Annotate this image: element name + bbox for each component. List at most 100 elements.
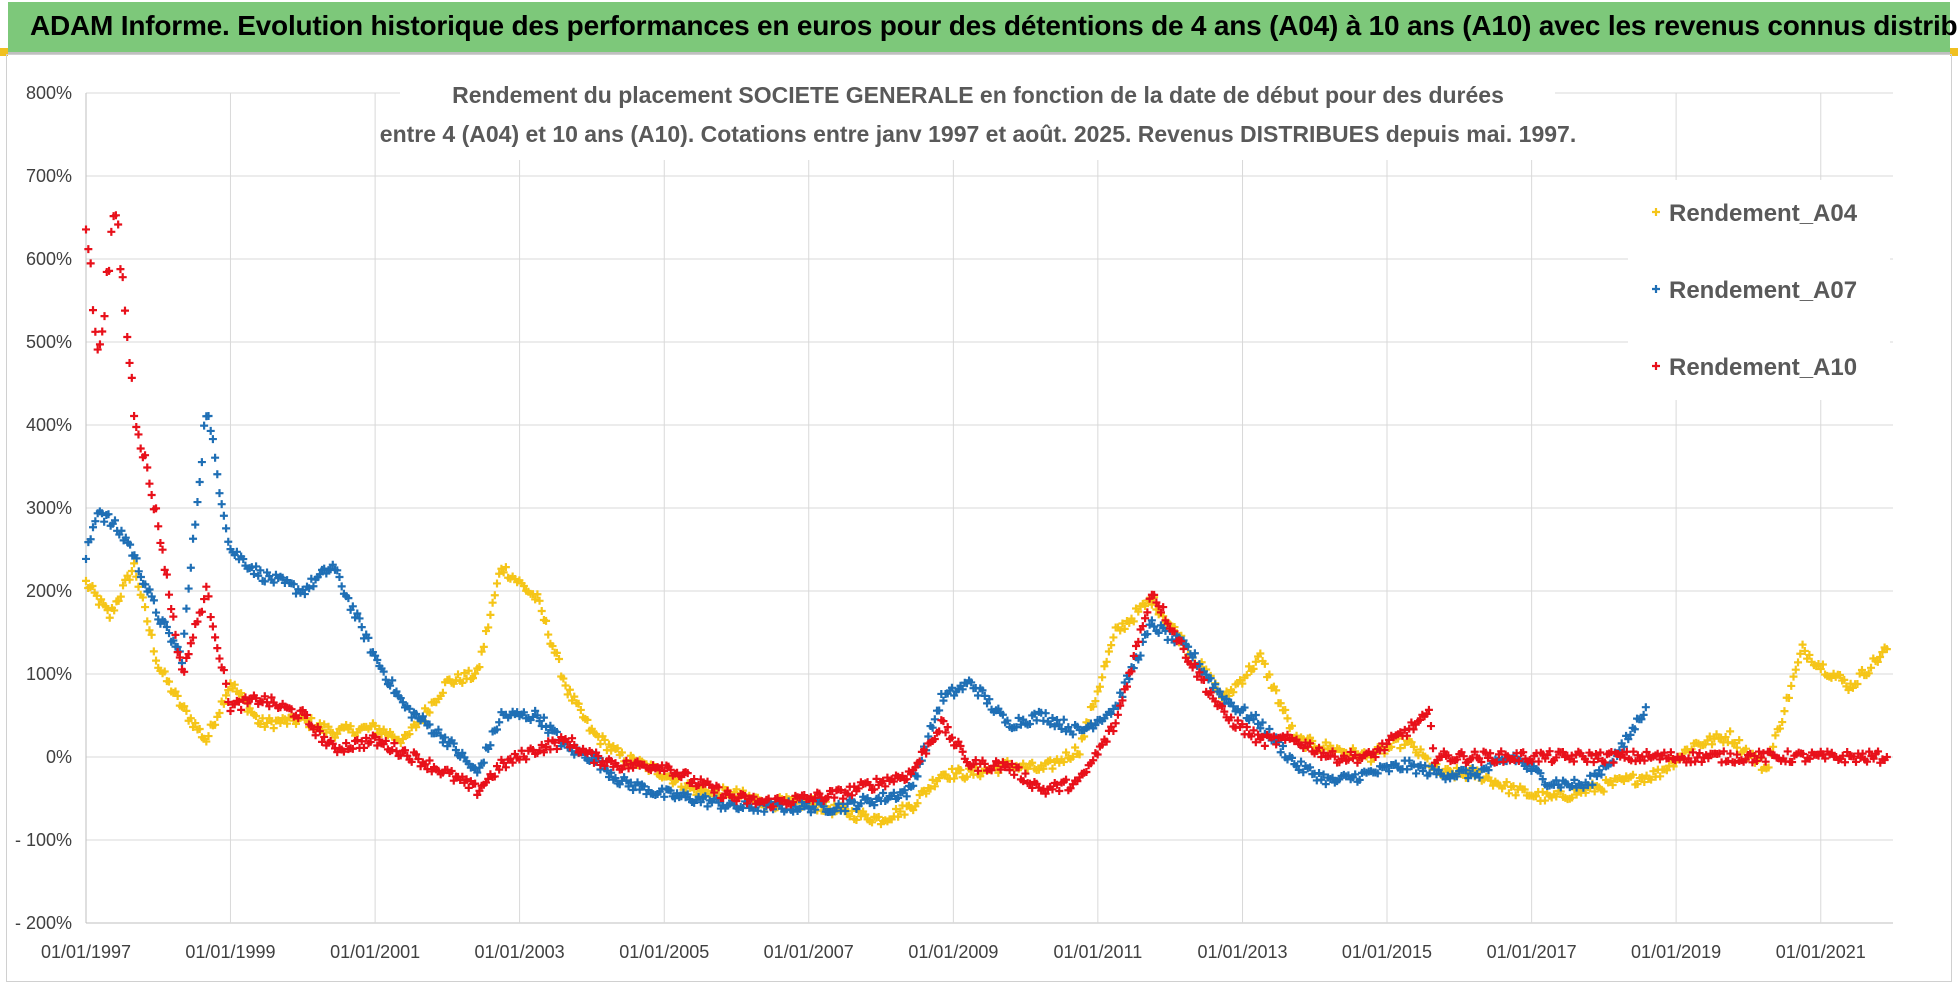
point-rendement-a07 bbox=[1068, 730, 1077, 739]
point-rendement-a10 bbox=[1869, 754, 1878, 763]
point-rendement-a07 bbox=[1025, 720, 1034, 729]
point-rendement-a10 bbox=[1082, 767, 1091, 776]
point-rendement-a04 bbox=[1147, 600, 1156, 609]
point-rendement-a10 bbox=[1402, 731, 1411, 740]
x-tick-label: 01/01/2007 bbox=[764, 942, 854, 962]
point-rendement-a10 bbox=[373, 741, 382, 750]
point-rendement-a10 bbox=[1242, 722, 1251, 731]
point-rendement-a10 bbox=[1330, 752, 1339, 761]
point-rendement-a10 bbox=[830, 793, 839, 802]
point-rendement-a04 bbox=[237, 689, 246, 698]
point-rendement-a04 bbox=[1423, 754, 1432, 763]
point-rendement-a07 bbox=[1639, 710, 1648, 719]
point-rendement-a07 bbox=[289, 580, 298, 589]
point-rendement-a07 bbox=[180, 629, 189, 638]
point-rendement-a04 bbox=[105, 613, 114, 622]
point-rendement-a04 bbox=[280, 715, 289, 724]
point-rendement-a10 bbox=[1497, 747, 1506, 756]
point-rendement-a04 bbox=[1638, 773, 1647, 782]
point-rendement-a04 bbox=[1387, 742, 1396, 751]
point-rendement-a04 bbox=[962, 772, 971, 781]
point-rendement-a10 bbox=[105, 266, 114, 275]
point-rendement-a07 bbox=[405, 704, 414, 713]
point-rendement-a04 bbox=[600, 735, 609, 744]
y-axis: 800% 700% 600% 500% 400% 300% 200% 100% 0% - 100%… bbox=[15, 83, 72, 933]
point-rendement-a10 bbox=[206, 613, 215, 622]
point-rendement-a10 bbox=[535, 746, 544, 755]
point-rendement-a07 bbox=[1355, 775, 1364, 784]
point-rendement-a07 bbox=[182, 604, 191, 613]
point-rendement-a07 bbox=[1014, 713, 1023, 722]
point-rendement-a04 bbox=[596, 740, 605, 749]
point-rendement-a10 bbox=[333, 748, 342, 757]
point-rendement-a04 bbox=[371, 721, 380, 730]
point-rendement-a07 bbox=[1299, 768, 1308, 777]
point-rendement-a04 bbox=[204, 732, 213, 741]
point-rendement-a10 bbox=[1190, 659, 1199, 668]
legend-marker bbox=[1652, 208, 1660, 216]
point-rendement-a07 bbox=[1619, 742, 1628, 751]
point-rendement-a04 bbox=[1249, 664, 1258, 673]
point-rendement-a04 bbox=[1784, 693, 1793, 702]
point-rendement-a10 bbox=[1238, 720, 1247, 729]
point-rendement-a04 bbox=[191, 719, 200, 728]
point-rendement-a07 bbox=[1145, 620, 1154, 629]
point-rendement-a10 bbox=[118, 273, 127, 282]
point-rendement-a07 bbox=[913, 772, 922, 781]
point-rendement-a10 bbox=[1014, 763, 1023, 772]
point-rendement-a10 bbox=[1470, 747, 1479, 756]
point-rendement-a10 bbox=[1211, 697, 1220, 706]
legend-label: Rendement_A04 bbox=[1669, 200, 1858, 227]
y-tick-label: 200% bbox=[26, 581, 72, 601]
point-rendement-a10 bbox=[263, 698, 272, 707]
point-rendement-a07 bbox=[870, 801, 879, 810]
point-rendement-a07 bbox=[1064, 723, 1073, 732]
point-rendement-a04 bbox=[1787, 681, 1796, 690]
point-rendement-a04 bbox=[1867, 663, 1876, 672]
point-rendement-a10 bbox=[298, 706, 307, 715]
point-rendement-a07 bbox=[239, 555, 248, 564]
point-rendement-a07 bbox=[947, 683, 956, 692]
point-rendement-a10 bbox=[353, 736, 362, 745]
point-rendement-a07 bbox=[679, 788, 688, 797]
y-tick-label: - 100% bbox=[15, 830, 72, 850]
point-rendement-a07 bbox=[1091, 720, 1100, 729]
point-rendement-a10 bbox=[1514, 757, 1523, 766]
point-rendement-a10 bbox=[458, 772, 467, 781]
point-rendement-a10 bbox=[1459, 752, 1468, 761]
point-rendement-a10 bbox=[1021, 769, 1030, 778]
point-rendement-a07 bbox=[117, 526, 126, 535]
point-rendement-a04 bbox=[1409, 742, 1418, 751]
point-rendement-a04 bbox=[1775, 724, 1784, 733]
point-rendement-a10 bbox=[141, 451, 150, 460]
point-rendement-a10 bbox=[1642, 747, 1651, 756]
point-rendement-a04 bbox=[479, 642, 488, 651]
point-rendement-a10 bbox=[1486, 749, 1495, 758]
point-rendement-a07 bbox=[357, 623, 366, 632]
point-rendement-a07 bbox=[1048, 714, 1057, 723]
point-rendement-a10 bbox=[222, 679, 231, 688]
point-rendement-a04 bbox=[617, 748, 626, 757]
point-rendement-a07 bbox=[1475, 773, 1484, 782]
point-rendement-a10 bbox=[743, 799, 752, 808]
point-rendement-a04 bbox=[1629, 770, 1637, 779]
point-rendement-a10 bbox=[1249, 726, 1258, 735]
point-rendement-a10 bbox=[998, 758, 1007, 767]
point-rendement-a10 bbox=[1409, 725, 1418, 734]
point-rendement-a10 bbox=[89, 306, 98, 315]
point-rendement-a07 bbox=[811, 805, 820, 814]
point-rendement-a04 bbox=[852, 815, 861, 824]
point-rendement-a10 bbox=[666, 765, 675, 774]
point-rendement-a10 bbox=[1600, 758, 1609, 767]
legend-marker bbox=[1652, 362, 1660, 370]
point-rendement-a04 bbox=[114, 596, 123, 605]
point-rendement-a10 bbox=[1633, 751, 1642, 760]
point-rendement-a07 bbox=[441, 733, 450, 742]
point-rendement-a10 bbox=[165, 590, 174, 599]
point-rendement-a10 bbox=[200, 595, 209, 604]
point-rendement-a04 bbox=[1789, 672, 1798, 681]
point-rendement-a10 bbox=[1788, 758, 1797, 767]
point-rendement-a10 bbox=[211, 633, 220, 642]
point-rendement-a10 bbox=[1111, 719, 1120, 728]
point-rendement-a07 bbox=[475, 763, 484, 772]
